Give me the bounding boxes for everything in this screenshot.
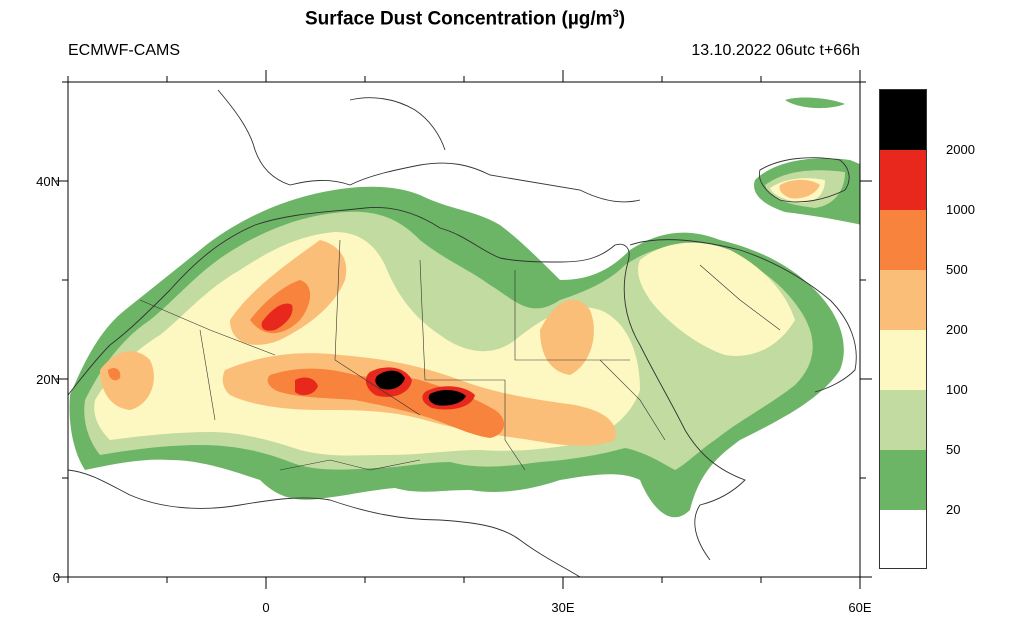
legend-swatch-500 bbox=[880, 210, 926, 270]
axis-ticks bbox=[56, 70, 872, 589]
dust-level-20 bbox=[785, 97, 845, 109]
dust-field bbox=[69, 97, 860, 518]
legend-label-100: 100 bbox=[946, 382, 968, 397]
source-label: ECMWF-CAMS bbox=[68, 42, 180, 59]
lon-label-60e: 60E bbox=[848, 600, 871, 615]
dust-level-1000 bbox=[261, 303, 293, 331]
legend-swatch-below-20 bbox=[880, 510, 926, 568]
legend-swatch-1000 bbox=[880, 150, 926, 210]
dust-level-200 bbox=[779, 179, 820, 199]
dust-level-1000 bbox=[295, 377, 318, 396]
lat-label-0: 0 bbox=[53, 570, 60, 585]
legend-label-2000: 2000 bbox=[946, 142, 975, 157]
legend-swatch-200 bbox=[880, 270, 926, 330]
coastlines bbox=[68, 89, 857, 577]
legend-label-50: 50 bbox=[946, 442, 961, 457]
dust-level-500 bbox=[108, 367, 121, 381]
country-borders bbox=[139, 239, 781, 471]
lat-label-40n: 40N bbox=[36, 174, 60, 189]
dust-level-100 bbox=[638, 242, 795, 356]
lat-label-20n: 20N bbox=[36, 372, 60, 387]
dust-level-2000 bbox=[428, 390, 466, 406]
legend-swatch-2000 bbox=[880, 90, 926, 150]
lon-label-0: 0 bbox=[262, 600, 269, 615]
dust-level-200 bbox=[540, 299, 594, 375]
dust-level-200 bbox=[100, 351, 154, 410]
legend-swatch-50 bbox=[880, 390, 926, 450]
dust-level-2000 bbox=[375, 370, 405, 390]
legend-label-20: 20 bbox=[946, 502, 961, 517]
legend-swatch-20 bbox=[880, 450, 926, 510]
legend-label-500: 500 bbox=[946, 262, 968, 277]
chart-title: Surface Dust Concentration (µg/m3) bbox=[304, 8, 626, 30]
valid-time-label: 13.10.2022 06utc t+66h bbox=[691, 42, 860, 59]
lon-label-30e: 30E bbox=[551, 600, 574, 615]
color-legend bbox=[879, 89, 927, 569]
legend-label-200: 200 bbox=[946, 322, 968, 337]
legend-swatch-100 bbox=[880, 330, 926, 390]
dust-level-500 bbox=[267, 368, 505, 438]
legend-label-1000: 1000 bbox=[946, 202, 975, 217]
